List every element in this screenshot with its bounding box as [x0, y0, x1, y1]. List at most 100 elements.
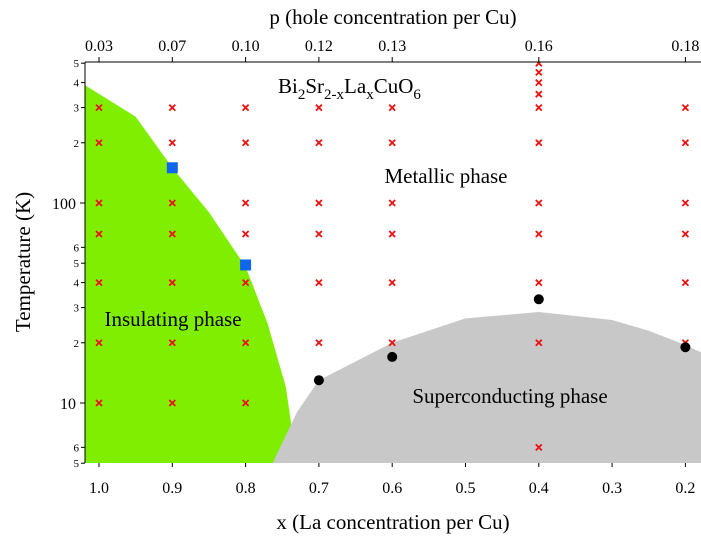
- metallic-phase-label: Metallic phase: [384, 164, 507, 188]
- data-point-cross: [535, 230, 543, 238]
- cross-stroke: [535, 443, 543, 452]
- data-point-cross: [535, 68, 543, 76]
- cross-stroke: [681, 139, 690, 147]
- cross-stroke: [388, 103, 396, 112]
- cross-stroke: [535, 62, 542, 67]
- data-point-cross: [535, 278, 543, 287]
- data-point-cross: [241, 199, 250, 207]
- data-point-cross: [241, 399, 250, 407]
- y-minor-label: 6: [74, 442, 80, 454]
- cross-stroke: [241, 103, 250, 112]
- data-point-cross: [388, 103, 396, 112]
- data-point-cross: [535, 103, 543, 112]
- data-point-cross: [315, 139, 323, 147]
- data-point-cross: [95, 339, 103, 347]
- top-tick-label: 0.12: [305, 38, 333, 55]
- top-axis-title: p (hole concentration per Cu): [269, 5, 516, 29]
- data-point-cross: [168, 230, 176, 238]
- data-point-cross: [681, 103, 690, 112]
- cross-stroke: [168, 399, 176, 407]
- cross-stroke: [388, 339, 396, 347]
- data-point-cross: [315, 199, 323, 207]
- cross-stroke: [168, 139, 176, 147]
- top-tick-label: 0.03: [85, 38, 113, 55]
- cross-stroke: [168, 199, 176, 207]
- cross-stroke: [95, 230, 103, 238]
- superconducting-region: [272, 312, 701, 463]
- data-point-cross: [95, 139, 103, 147]
- cross-stroke: [95, 199, 103, 207]
- data-point-cross: [168, 399, 176, 407]
- cross-stroke: [241, 278, 250, 287]
- data-point-square: [240, 259, 252, 271]
- data-point-cross: [535, 199, 543, 207]
- x-tick-label: 0.2: [675, 480, 695, 497]
- data-point-cross: [535, 139, 543, 147]
- cross-stroke: [241, 230, 250, 238]
- x-tick-label: 0.3: [602, 480, 622, 497]
- data-point-cross: [535, 443, 543, 452]
- cross-stroke: [168, 103, 176, 112]
- cross-stroke: [388, 230, 396, 238]
- cross-stroke: [535, 139, 543, 147]
- y-minor-label: 2: [74, 338, 80, 350]
- cross-stroke: [168, 230, 176, 238]
- cross-stroke: [95, 139, 103, 147]
- y-minor-label: 3: [74, 103, 80, 115]
- cross-stroke: [681, 103, 690, 112]
- data-point-cross: [681, 230, 690, 238]
- compound-formula: Bi2Sr2-xLaxCuO6: [278, 74, 421, 103]
- top-tick-label: 0.13: [378, 38, 406, 55]
- data-point-cross: [241, 230, 250, 238]
- cross-stroke: [315, 199, 323, 207]
- y-major-label: 10: [60, 396, 76, 413]
- data-point-cross: [315, 278, 323, 287]
- data-point-circle: [533, 294, 544, 305]
- y-minor-label: 3: [74, 303, 80, 315]
- data-point-cross: [95, 230, 103, 238]
- y-minor-label: 4: [74, 278, 80, 290]
- top-tick-label: 0.16: [525, 38, 553, 55]
- y-minor-label: 5: [74, 58, 80, 70]
- cross-stroke: [168, 278, 176, 287]
- data-point-cross: [388, 339, 396, 347]
- x-tick-label: 0.6: [382, 480, 402, 497]
- cross-stroke: [241, 199, 250, 207]
- data-point-cross: [681, 278, 690, 287]
- data-point-circle: [680, 342, 691, 353]
- x-tick-label: 1.0: [89, 480, 109, 497]
- data-point-cross: [241, 339, 250, 347]
- data-point-cross: [95, 103, 103, 112]
- data-point-cross: [168, 103, 176, 112]
- data-point-circle: [313, 375, 324, 386]
- data-point-cross: [681, 139, 690, 147]
- cross-stroke: [535, 78, 543, 87]
- y-minor-label: 5: [74, 258, 80, 270]
- cross-stroke: [388, 278, 396, 287]
- x-axis-title: x (La concentration per Cu): [276, 510, 509, 534]
- data-point-cross: [95, 399, 103, 407]
- data-point-cross: [388, 230, 396, 238]
- data-point-cross: [168, 199, 176, 207]
- data-point-cross: [681, 199, 690, 207]
- data-point-cross: [315, 103, 323, 112]
- data-point-cross: [535, 78, 543, 87]
- cross-stroke: [315, 139, 323, 147]
- top-tick-label: 0.10: [232, 38, 260, 55]
- y-minor-label: 6: [74, 242, 80, 254]
- cross-stroke: [535, 90, 543, 98]
- data-point-cross: [535, 62, 543, 67]
- data-point-cross: [535, 339, 543, 347]
- cross-stroke: [535, 339, 543, 347]
- cross-stroke: [388, 139, 396, 147]
- cross-stroke: [315, 278, 323, 287]
- cross-stroke: [95, 278, 103, 287]
- cross-stroke: [241, 139, 250, 147]
- cross-stroke: [535, 278, 543, 287]
- cross-stroke: [95, 103, 103, 112]
- cross-stroke: [241, 399, 250, 407]
- y-minor-label: 5: [74, 458, 80, 470]
- x-tick-label: 0.5: [456, 480, 476, 497]
- data-point-cross: [388, 139, 396, 147]
